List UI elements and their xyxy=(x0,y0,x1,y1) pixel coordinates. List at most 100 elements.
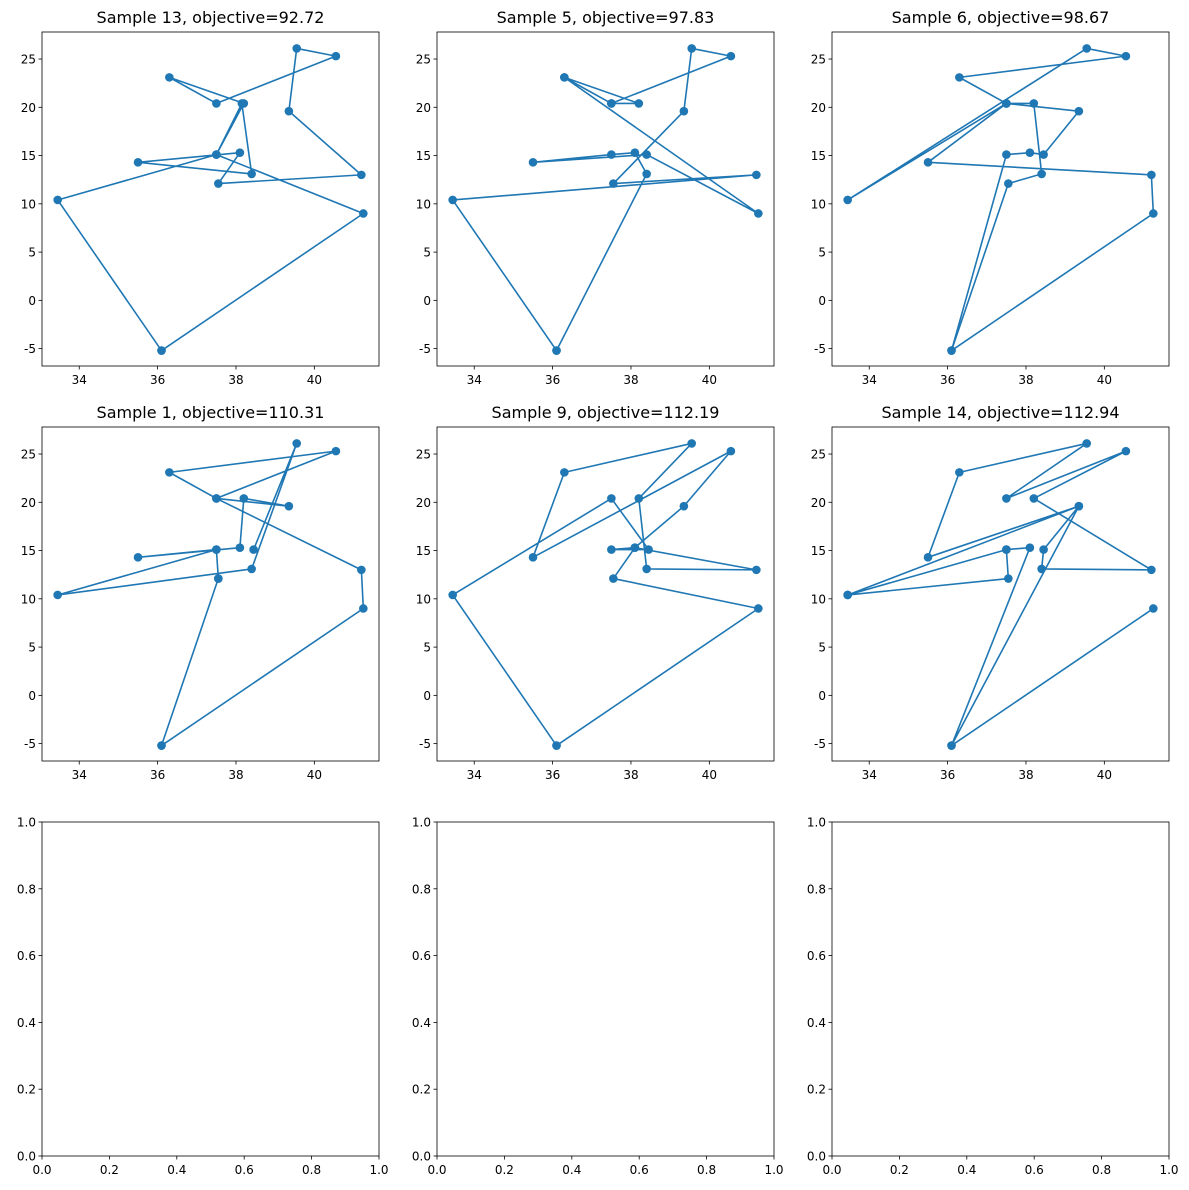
x-tick-label: 38 xyxy=(623,768,638,782)
route-point xyxy=(947,741,956,750)
y-tick-label: 0.4 xyxy=(807,1016,826,1030)
route-point xyxy=(1025,543,1035,552)
route-point xyxy=(1037,169,1046,179)
x-tick-label: 36 xyxy=(940,768,955,782)
y-tick-label: 20 xyxy=(416,496,431,510)
route-point xyxy=(1147,170,1156,180)
y-tick-label: 15 xyxy=(811,544,826,558)
x-tick-label: 36 xyxy=(545,768,560,782)
y-tick-label: 20 xyxy=(21,101,36,115)
route-point xyxy=(923,553,933,562)
y-tick-label: 25 xyxy=(416,53,431,67)
route-point xyxy=(843,590,852,600)
y-tick-label: 25 xyxy=(811,53,826,67)
x-tick-label: 36 xyxy=(150,768,165,782)
route-point xyxy=(331,51,341,61)
route-point xyxy=(359,209,368,218)
route-point xyxy=(1121,446,1131,456)
x-tick-label: 34 xyxy=(72,768,87,782)
route-point xyxy=(752,170,761,180)
y-tick-label: -5 xyxy=(814,342,826,356)
y-tick-label: 0 xyxy=(28,294,36,308)
route-point xyxy=(1149,209,1158,218)
route-point xyxy=(630,148,640,157)
route-point xyxy=(752,565,761,575)
route-point xyxy=(133,553,143,562)
x-tick-label: 36 xyxy=(545,373,560,387)
x-tick-label: 0.2 xyxy=(100,1163,119,1177)
route-point xyxy=(687,44,697,53)
subplot-7: 0.0 0.2 0.4 0.6 0.8 1.0 0.0 0.2 0.4 0.6 0.8 1.0 xyxy=(17,816,389,1178)
route-point xyxy=(923,158,933,167)
subplot-8: 0.0 0.2 0.4 0.6 0.8 1.0 0.0 0.2 0.4 0.6 0.8 1.0 xyxy=(412,816,784,1178)
route-point xyxy=(357,170,366,180)
x-tick-label: 40 xyxy=(307,373,322,387)
x-tick-label: 38 xyxy=(228,768,243,782)
x-tick-label: 0.4 xyxy=(562,1163,581,1177)
y-tick-label: 0.4 xyxy=(412,1016,431,1030)
route-point xyxy=(644,545,653,554)
chart-title: Sample 14, objective=112.94 xyxy=(881,403,1119,422)
chart-title: Sample 5, objective=97.83 xyxy=(497,8,715,27)
y-tick-label: 0 xyxy=(28,689,36,703)
y-tick-label: 1.0 xyxy=(807,816,826,830)
x-tick-label: 38 xyxy=(228,373,243,387)
route-point xyxy=(1002,545,1011,554)
route-point xyxy=(214,574,223,583)
x-tick-label: 34 xyxy=(467,768,482,782)
y-tick-label: 15 xyxy=(416,149,431,163)
route-point xyxy=(331,446,341,456)
route-point xyxy=(284,106,294,116)
route-point xyxy=(292,44,302,53)
y-tick-label: 0.6 xyxy=(17,949,36,963)
route-point xyxy=(552,346,561,355)
route-point xyxy=(955,468,964,477)
route-point xyxy=(284,501,294,511)
route-point xyxy=(552,741,561,750)
y-tick-label: 0.8 xyxy=(412,882,431,896)
route-point xyxy=(292,439,302,448)
route-point xyxy=(1149,604,1158,613)
y-tick-label: 10 xyxy=(21,197,36,211)
y-tick-label: 15 xyxy=(21,149,36,163)
subplot-1: Sample 13, objective=92.72 34 36 38 40 -5 0 5 10… xyxy=(21,8,380,387)
axes-frame xyxy=(831,821,1170,1157)
x-tick-label: 38 xyxy=(623,373,638,387)
route-point xyxy=(247,564,256,574)
y-tick-label: 25 xyxy=(811,448,826,462)
route-point xyxy=(1002,99,1011,108)
y-tick-label: 0.0 xyxy=(17,1150,36,1164)
route-point xyxy=(1039,150,1048,159)
route-point xyxy=(634,494,644,503)
route-point xyxy=(1004,179,1013,188)
route-point xyxy=(679,501,689,511)
x-tick-label: 38 xyxy=(1018,373,1033,387)
route-point xyxy=(1082,44,1092,53)
route-point xyxy=(1082,439,1092,448)
y-tick-label: 25 xyxy=(416,448,431,462)
route-line xyxy=(451,47,760,352)
route-point xyxy=(1039,545,1048,554)
y-tick-label: 0.2 xyxy=(17,1083,36,1097)
axes-frame xyxy=(41,31,380,367)
route-point xyxy=(726,51,736,61)
route-point xyxy=(754,209,763,218)
route-point xyxy=(1002,150,1011,159)
route-point xyxy=(609,574,618,583)
axes-frame xyxy=(436,426,775,762)
route-point xyxy=(212,545,221,554)
route-line xyxy=(451,442,760,747)
x-tick-label: 0.8 xyxy=(697,1163,716,1177)
y-tick-label: -5 xyxy=(419,342,431,356)
route-line xyxy=(56,442,365,747)
route-point xyxy=(212,150,221,159)
route-point xyxy=(359,604,368,613)
y-tick-label: 20 xyxy=(416,101,431,115)
route-point xyxy=(607,150,616,159)
y-tick-label: 25 xyxy=(21,448,36,462)
route-point xyxy=(726,446,736,456)
y-tick-label: 5 xyxy=(818,246,826,260)
route-point xyxy=(754,604,763,613)
y-tick-label: 0.0 xyxy=(412,1150,431,1164)
